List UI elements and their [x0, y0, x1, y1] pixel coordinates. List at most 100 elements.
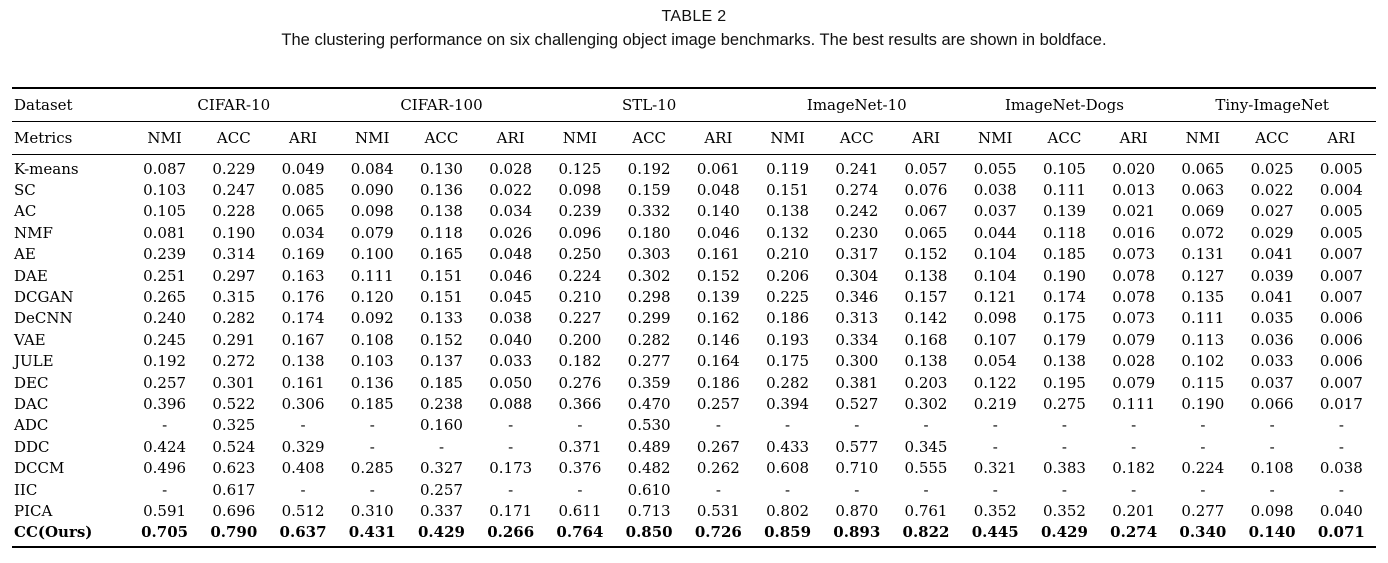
value-cell: 0.242: [835, 202, 879, 221]
value-cell: 0.240: [143, 309, 187, 328]
value-cell: 0.168: [904, 330, 948, 349]
value-cell: 0.332: [627, 202, 671, 221]
table-row-nmf: NMF 0.081 0.190 0.034 0.079 0.118 0.026 0.096 0.…: [12, 222, 1376, 243]
value-cell: 0.079: [1112, 373, 1156, 392]
value-cell: 0.133: [420, 309, 463, 328]
metric-header-cifar-10-ari: ARI: [268, 121, 338, 155]
value-cell: -: [438, 437, 445, 456]
value-cell: 0.111: [1042, 181, 1086, 200]
metric-header-imagenet-10-ari: ARI: [891, 121, 961, 155]
table-caption-block: TABLE 2 The clustering performance on si…: [0, 0, 1388, 51]
value-cell: 0.267: [696, 437, 740, 456]
value-cell: 0.098: [1250, 501, 1294, 520]
value-cell: 0.274: [835, 181, 879, 200]
value-cell: 0.229: [212, 159, 256, 178]
value-cell: 0.431: [348, 523, 396, 542]
value-cell: 0.200: [558, 330, 602, 349]
value-cell: 0.611: [558, 501, 602, 520]
value-cell: 0.303: [627, 245, 671, 264]
value-cell: 0.530: [627, 416, 671, 435]
value-cell: 0.115: [1181, 373, 1225, 392]
value-cell: 0.275: [1042, 394, 1086, 413]
value-cell: 0.850: [625, 523, 673, 542]
value-cell: 0.006: [1319, 352, 1363, 371]
value-cell: 0.007: [1319, 245, 1363, 264]
value-cell: -: [992, 416, 998, 435]
value-cell: 0.224: [558, 266, 602, 285]
value-cell: 0.228: [212, 202, 256, 221]
table-row-dac: DAC 0.396 0.522 0.306 0.185 0.238 0.088 0.366 0.…: [12, 393, 1376, 414]
value-cell: 0.104: [973, 245, 1017, 264]
value-cell: 0.257: [696, 394, 740, 413]
value-cell: 0.274: [1110, 523, 1158, 542]
metrics-header-row: Metrics NMI ACC ARI NMI ACC ARI NMI ACC ARI NMI AC…: [12, 121, 1376, 155]
value-cell: -: [162, 416, 168, 435]
table-number: TABLE 2: [661, 8, 727, 25]
value-cell: 0.085: [281, 181, 325, 200]
value-cell: 0.163: [281, 266, 325, 285]
metric-header-tiny-imagenet-ari: ARI: [1306, 121, 1376, 155]
value-cell: 0.041: [1250, 245, 1294, 264]
value-cell: 0.870: [835, 501, 879, 520]
table-caption-text: The clustering performance on six challe…: [281, 31, 1107, 49]
value-cell: 0.152: [904, 245, 948, 264]
value-cell: 0.151: [420, 266, 463, 285]
value-cell: 0.050: [489, 373, 533, 392]
value-cell: 0.013: [1112, 181, 1156, 200]
value-cell: 0.139: [696, 288, 740, 307]
value-cell: 0.037: [973, 202, 1017, 221]
value-cell: 0.161: [281, 373, 325, 392]
metric-header-cifar-10-acc: ACC: [199, 121, 269, 155]
value-cell: 0.027: [1250, 202, 1294, 221]
method-cell: PICA: [14, 501, 53, 520]
method-cell: VAE: [14, 330, 46, 349]
value-cell: -: [1131, 480, 1137, 499]
value-cell: 0.241: [835, 159, 879, 178]
value-cell: 0.617: [212, 480, 256, 499]
table-row-dcgan: DCGAN 0.265 0.315 0.176 0.120 0.151 0.045 0.210…: [12, 286, 1376, 307]
value-cell: 0.044: [973, 223, 1017, 242]
value-cell: 0.039: [1250, 266, 1294, 285]
value-cell: 0.282: [212, 309, 256, 328]
value-cell: 0.297: [212, 266, 256, 285]
value-cell: 0.285: [350, 459, 394, 478]
value-cell: 0.026: [489, 223, 533, 242]
value-cell: 0.696: [212, 501, 256, 520]
value-cell: 0.182: [1112, 459, 1156, 478]
value-cell: 0.396: [143, 394, 187, 413]
table-row-dec: DEC 0.257 0.301 0.161 0.136 0.185 0.050 0.276 0.…: [12, 372, 1376, 393]
value-cell: 0.610: [627, 480, 671, 499]
value-cell: 0.334: [835, 330, 879, 349]
value-cell: 0.201: [1112, 501, 1156, 520]
value-cell: 0.245: [143, 330, 187, 349]
value-cell: 0.210: [766, 245, 810, 264]
metric-header-stl-10-ari: ARI: [683, 121, 753, 155]
value-cell: 0.005: [1319, 202, 1363, 221]
results-table: Dataset CIFAR-10 CIFAR-100 STL-10 ImageNet-…: [12, 87, 1376, 549]
value-cell: 0.087: [143, 159, 187, 178]
value-cell: 0.161: [696, 245, 740, 264]
value-cell: 0.065: [281, 202, 325, 221]
method-cell: DAC: [14, 394, 49, 413]
value-cell: 0.111: [350, 266, 394, 285]
value-cell: 0.623: [212, 459, 256, 478]
value-cell: 0.346: [835, 288, 879, 307]
value-cell: 0.105: [1042, 159, 1086, 178]
value-cell: 0.035: [1250, 309, 1294, 328]
value-cell: 0.251: [143, 266, 187, 285]
value-cell: 0.238: [420, 394, 463, 413]
value-cell: 0.020: [1112, 159, 1156, 178]
value-cell: 0.531: [696, 501, 740, 520]
metric-header-stl-10-nmi: NMI: [545, 121, 615, 155]
table-row-iic: IIC - 0.617 - - 0.257 - - 0.610 - - - - - - - - - -: [12, 479, 1376, 500]
method-cell: DCGAN: [14, 288, 74, 307]
value-cell: 0.151: [766, 181, 810, 200]
value-cell: 0.105: [143, 202, 187, 221]
value-cell: 0.726: [694, 523, 742, 542]
method-cell: AE: [14, 245, 36, 264]
value-cell: 0.337: [420, 501, 463, 520]
value-cell: -: [1061, 416, 1067, 435]
metric-header-cifar-100-acc: ACC: [406, 121, 477, 155]
method-cell: DeCNN: [14, 309, 73, 328]
value-cell: 0.072: [1181, 223, 1225, 242]
